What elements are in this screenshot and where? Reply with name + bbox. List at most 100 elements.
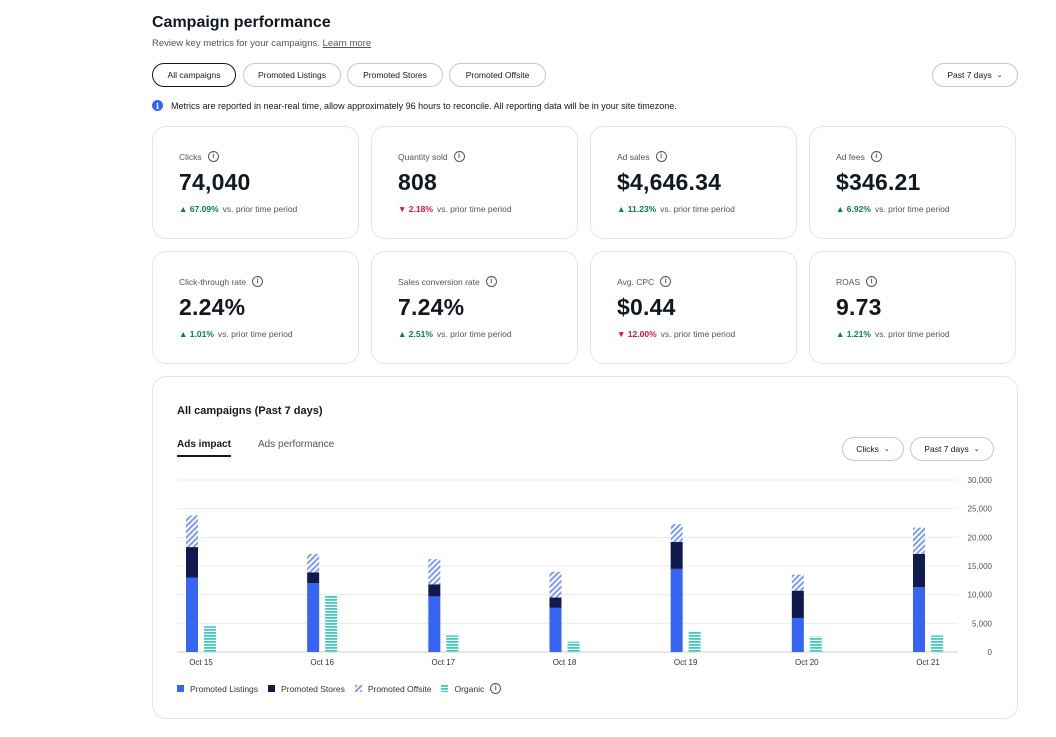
metric-label: ROAS: [836, 276, 861, 287]
metric-card-click-through-rate: Click-through rate i 2.24% ▲ 1.01% vs. pri…: [152, 251, 359, 364]
bar-segment-promoted-stores: [913, 553, 925, 588]
period-dropdown[interactable]: Past 7 days ⌄: [932, 63, 1018, 87]
delta-value: 1.01%: [189, 329, 214, 339]
chart-panel: All campaigns (Past 7 days) Ads impact A…: [152, 376, 1018, 719]
metric-value: 7.24%: [398, 294, 465, 320]
legend-item-promoted-stores: Promoted Stores: [268, 684, 345, 694]
chevron-down-icon: ⌄: [883, 446, 890, 453]
trend-up-icon: ▲: [617, 204, 626, 214]
metric-label-wrap: Ad sales i: [617, 151, 667, 162]
delta-value: 11.23%: [627, 204, 657, 214]
legend-item-organic: Organic i: [441, 683, 502, 694]
delta-value: 6.92%: [846, 204, 871, 214]
metric-dropdown[interactable]: Clicks ⌄: [842, 437, 904, 461]
metric-value: 808: [398, 169, 437, 195]
learn-more-link[interactable]: Learn more: [322, 38, 372, 49]
metric-label-wrap: Quantity sold i: [398, 151, 465, 162]
tab-ads-performance[interactable]: Ads performance: [258, 439, 335, 450]
legend-label: Promoted Listings: [190, 683, 259, 694]
legend-label: Promoted Stores: [281, 683, 345, 694]
bar-segment-promoted-stores: [549, 597, 562, 608]
trend-up-icon: ▲: [836, 204, 845, 214]
trend-up-icon: ▲: [836, 329, 845, 339]
notice-text: Metrics are reported in near-real time, …: [171, 100, 677, 111]
metric-card-ad-sales: Ad sales i $4,646.34 ▲ 11.23% vs. prior ti…: [590, 126, 797, 239]
tab-ads-impact[interactable]: Ads impact: [177, 439, 231, 457]
metric-card-sales-conversion-rate: Sales conversion rate i 7.24% ▲ 2.51% vs. …: [371, 251, 578, 364]
x-tick-label: Oct 16: [310, 658, 334, 667]
filter-promoted-stores[interactable]: Promoted Stores: [347, 63, 443, 87]
chevron-down-icon: ⌄: [973, 446, 980, 453]
filter-promoted-listings[interactable]: Promoted Listings: [243, 63, 341, 87]
trend-down-icon: ▼: [617, 329, 626, 339]
bar-organic: [446, 635, 459, 652]
bar-segment-promoted-listings: [913, 587, 925, 652]
y-tick-label: 30,000: [968, 476, 993, 485]
legend-label: Promoted Offsite: [367, 683, 432, 694]
bar-segment-promoted-offsite: [791, 574, 804, 591]
help-icon[interactable]: i: [453, 151, 465, 162]
y-tick-label: 10,000: [968, 591, 993, 600]
delta-comparison: vs. prior time period: [436, 329, 512, 339]
delta-value: 1.21%: [846, 329, 871, 339]
metric-value: $4,646.34: [617, 169, 722, 195]
help-icon[interactable]: i: [252, 276, 264, 287]
help-icon[interactable]: i: [490, 683, 502, 694]
metric-delta: ▲ 1.01% vs. prior time period: [179, 329, 293, 339]
legend-swatch: [268, 685, 276, 692]
trend-up-icon: ▲: [179, 329, 188, 339]
bar-segment-promoted-listings: [307, 583, 320, 652]
bar-segment-promoted-listings: [428, 596, 441, 652]
x-tick-label: Oct 20: [795, 658, 819, 667]
metric-label-wrap: ROAS i: [836, 276, 878, 287]
x-tick-label: Oct 15: [189, 658, 213, 667]
filter-promoted-offsite[interactable]: Promoted Offsite: [449, 63, 546, 87]
bar-organic: [567, 641, 580, 652]
metric-delta: ▼ 12.00% vs. prior time period: [617, 329, 735, 339]
metric-delta: ▲ 2.51% vs. prior time period: [398, 329, 512, 339]
bar-segment-promoted-listings: [549, 607, 562, 652]
metric-label: Avg. CPC: [617, 276, 655, 287]
metric-label-wrap: Sales conversion rate i: [398, 276, 497, 287]
page-title: Campaign performance: [152, 14, 331, 31]
bar-segment-promoted-offsite: [549, 571, 562, 598]
bar-segment-promoted-listings: [791, 618, 804, 652]
help-icon[interactable]: i: [660, 276, 672, 287]
chart-period-dropdown[interactable]: Past 7 days ⌄: [910, 437, 994, 461]
bar-organic: [688, 630, 701, 652]
page-subtitle: Review key metrics for your campaigns. L…: [152, 38, 371, 49]
metric-card-roas: ROAS i 9.73 ▲ 1.21% vs. prior time period: [809, 251, 1016, 364]
metric-value: 2.24%: [179, 294, 246, 320]
legend-label: Organic: [454, 683, 485, 694]
filter-all-campaigns[interactable]: All campaigns: [152, 63, 236, 87]
legend-swatch: [441, 685, 449, 692]
help-icon[interactable]: i: [485, 276, 497, 287]
trend-down-icon: ▼: [398, 204, 407, 214]
help-icon[interactable]: i: [655, 151, 667, 162]
metric-card-ad-fees: Ad fees i $346.21 ▲ 6.92% vs. prior time p…: [809, 126, 1016, 239]
legend-item-promoted-listings: Promoted Listings: [177, 684, 258, 694]
legend-item-promoted-offsite: Promoted Offsite: [354, 683, 432, 694]
metric-card-clicks: Clicks i 74,040 ▲ 67.09% vs. prior time pe…: [152, 126, 359, 239]
bar-organic: [325, 595, 338, 652]
period-dropdown-label: Past 7 days: [947, 70, 992, 80]
bar-segment-promoted-listings: [186, 577, 198, 652]
x-tick-label: Oct 19: [674, 658, 698, 667]
metric-value: 74,040: [179, 169, 251, 195]
help-icon[interactable]: i: [207, 151, 219, 162]
chevron-down-icon: ⌄: [996, 72, 1003, 79]
bar-segment-promoted-offsite: [913, 527, 925, 554]
x-tick-label: Oct 18: [553, 658, 577, 667]
bar-organic: [204, 626, 216, 652]
x-tick-label: Oct 17: [432, 658, 456, 667]
legend-swatch: [177, 685, 184, 692]
help-icon[interactable]: i: [866, 276, 878, 287]
bar-segment-promoted-offsite: [428, 559, 441, 585]
y-tick-label: 0: [988, 648, 993, 657]
bar-segment-promoted-stores: [670, 541, 683, 569]
bar-segment-promoted-stores: [186, 547, 198, 578]
bar-segment-promoted-listings: [670, 568, 683, 652]
panel-title: All campaigns (Past 7 days): [177, 405, 323, 417]
help-icon[interactable]: i: [870, 151, 882, 162]
chart-period-label: Past 7 days: [924, 444, 969, 454]
